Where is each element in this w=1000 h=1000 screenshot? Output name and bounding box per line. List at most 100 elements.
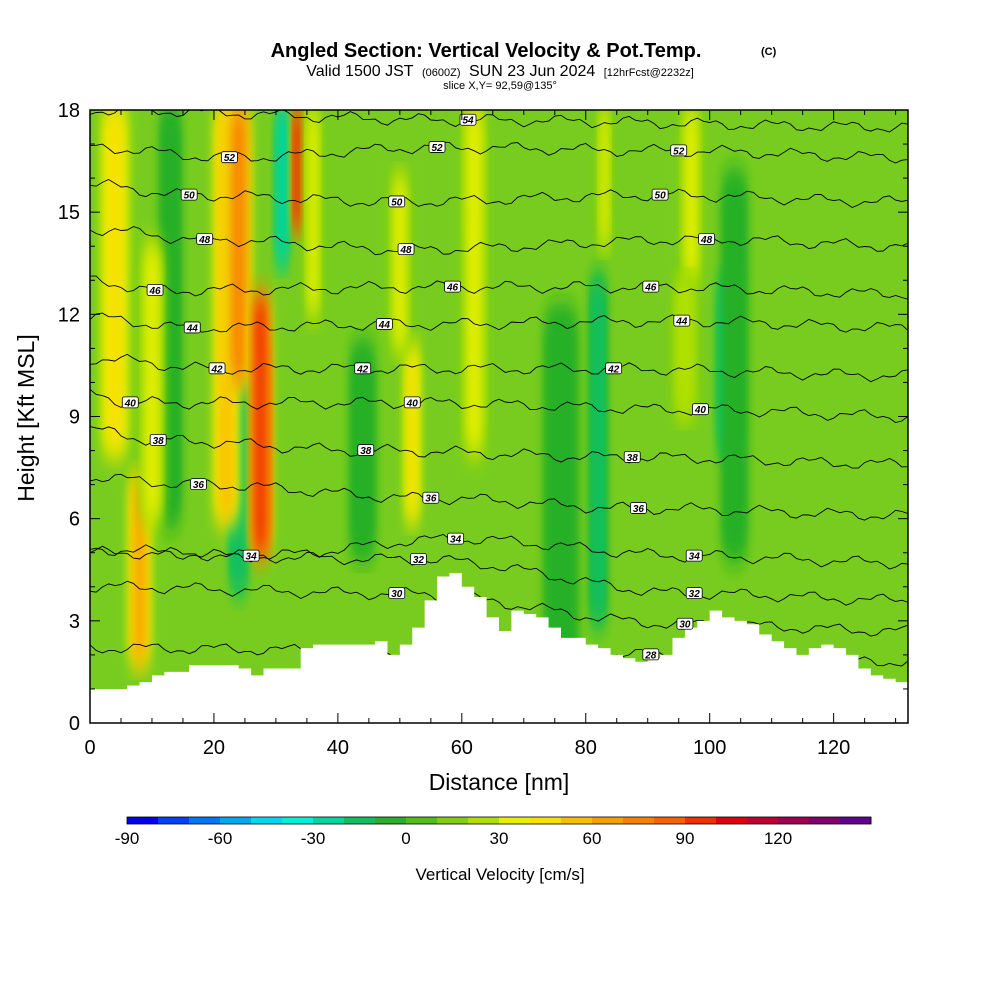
contour-label-box [121,396,139,409]
contour-label-30-33: 30 [388,587,406,600]
colorbar-swatch-15 [592,817,624,824]
contour-label-box [375,318,393,330]
colorbar-tick-labels: -90 -60 -30 0 30 60 90 120 [115,829,792,848]
valid-utc: (0600Z) [422,67,461,79]
colorbar-tick-label: 30 [490,829,509,848]
theta-contour-32 [90,545,908,606]
theta-contour-50 [90,178,908,209]
contour-label-box [149,433,167,446]
y-tick-label: 18 [58,100,80,122]
colorbar-swatch-3 [220,817,252,824]
colorbar-tick-label: 0 [401,829,410,848]
theta-contour-44 [90,312,908,333]
contour-label-34-28: 34 [447,532,465,546]
contour-label-text: 38 [360,446,372,457]
contour-label-box [642,648,660,661]
contour-label-text: 40 [406,398,419,409]
valid-time-line: Valid 1500 JST (0600Z) SUN 23 Jun 2024 [… [306,63,694,80]
contour-label-box [692,403,709,416]
colorbar-swatch-12 [499,817,531,824]
contour-label-32-31: 32 [410,553,427,566]
contour-label-text: 34 [689,552,701,563]
contour-label-text: 38 [153,436,165,447]
updraft-column-1-level-2 [144,246,159,519]
valid-prefix: Valid 1500 JST [306,63,414,80]
contour-label-text: 34 [246,552,258,563]
contour-label-box [146,284,164,296]
contour-label-46-12: 46 [642,280,660,294]
contour-label-text: 32 [689,589,701,600]
contour-label-50-4: 50 [180,188,198,202]
theta-contour-46 [90,275,908,300]
colorbar-swatch-14 [561,817,593,824]
plot-area: 54 52 52 52 50 50 50 48 48 48 46 46 46 44 44 44 42 42 42 40… [90,110,908,723]
contour-label-box [410,553,427,565]
contour-label-48-9: 48 [698,233,715,246]
contour-label-text: 36 [633,504,645,515]
theta-contour-40 [90,389,908,423]
updraft-column-15-level-2 [677,280,692,417]
contour-label-box [190,478,207,491]
contour-label-text: 48 [700,235,713,246]
colorbar-swatch-10 [437,817,469,824]
contour-label-box [651,188,669,201]
contour-label-50-5: 50 [388,195,406,208]
contour-label-38-22: 38 [149,433,167,447]
contour-label-box [221,151,238,164]
contour-label-42-18: 42 [605,362,623,375]
downdraft-column-6-level-2 [727,178,742,553]
contour-label-box [670,144,688,157]
contour-label-box [422,491,440,504]
contour-label-box [208,362,226,375]
contour-label-42-17: 42 [354,362,372,375]
y-tick-label: 6 [69,509,80,531]
colorbar-swatch-22 [809,817,841,824]
x-axis-label: Distance [nm] [429,769,570,795]
contour-label-text: 52 [431,143,443,154]
contour-label-48-7: 48 [196,233,214,246]
contour-label-50-6: 50 [651,188,669,202]
contour-label-text: 54 [462,116,474,127]
downdraft-column-3-level-2 [164,110,177,519]
updraft-column-9-level-2 [407,348,417,519]
colorbar-swatch-16 [623,817,655,824]
contour-label-38-23: 38 [357,444,375,457]
contour-label-box [354,362,372,375]
theta-contour-30 [90,580,908,637]
colorbar-swatch-7 [344,817,376,824]
contour-label-text: 36 [193,480,205,491]
x-tick-label: 0 [84,737,95,759]
contour-label-52-2: 52 [428,141,446,154]
contour-label-box [183,321,201,334]
colorbar-title: Vertical Velocity [cm/s] [415,865,584,884]
contour-label-box [685,587,703,599]
colorbar-swatch-5 [282,817,314,824]
contour-label-box [388,195,406,208]
y-tick-label: 12 [58,304,80,326]
theta-contour-labels: 54 52 52 52 50 50 50 48 48 48 46 46 46 44 44 44 42 42 42 40… [121,113,715,661]
contour-label-text: 44 [378,320,391,331]
contour-label-box [685,549,703,562]
colorbar-swatch-1 [158,817,190,824]
updraft-column-6-level-2 [254,297,267,553]
contour-label-text: 38 [627,453,639,464]
contour-label-46-10: 46 [146,284,164,297]
y-tick-label: 3 [69,611,80,633]
contour-label-text: 42 [607,364,620,375]
copyright-mark: (C) [761,46,777,58]
contour-label-text: 50 [184,191,196,202]
contour-label-text: 48 [399,245,412,256]
contour-label-text: 48 [198,235,211,246]
x-tick-label: 20 [203,737,225,759]
contour-label-box [623,450,641,463]
contour-label-44-15: 44 [673,314,691,328]
contour-label-text: 30 [391,589,403,600]
updraft-column-8-level-2 [308,110,318,315]
theta-contour-48 [90,226,908,256]
contour-label-text: 30 [679,620,691,631]
x-axis: 0 20 40 60 80 100 120 [84,110,897,759]
colorbar-swatch-11 [468,817,500,824]
colorbar-tick-label: 90 [676,829,695,848]
contour-label-text: 52 [224,153,236,164]
